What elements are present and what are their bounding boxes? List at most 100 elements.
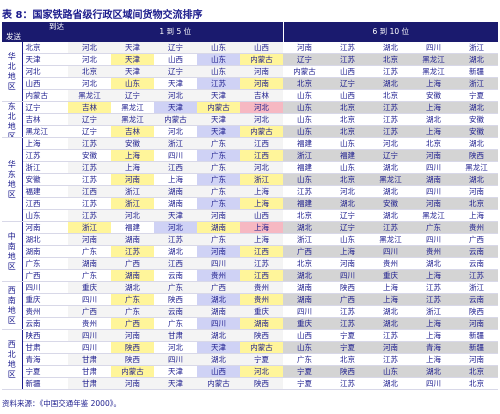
origin-cell: 辽宁 [22, 101, 68, 114]
destination-cell: 河南 [111, 377, 154, 390]
destination-cell: 上海 [412, 77, 456, 90]
table-row: 山西 河北 山东 天津 江苏 河南 北京 辽宁 湖北 上海 浙江 [2, 77, 499, 90]
destination-cell: 江苏 [68, 197, 111, 210]
destination-cell: 河南 [240, 77, 284, 90]
destination-cell: 四川 [326, 269, 370, 282]
destination-cell: 四川 [412, 377, 456, 390]
destination-cell: 上海 [240, 233, 284, 246]
destination-cell: 湖北 [369, 77, 413, 90]
destination-cell: 辽宁 [68, 125, 111, 138]
destination-cell: 江苏 [68, 173, 111, 186]
destination-cell: 河南 [111, 173, 154, 186]
origin-cell: 江苏 [22, 149, 68, 162]
destination-cell: 黑龙江 [412, 209, 456, 222]
table-row: 黑龙江 辽宁 吉林 河北 天津 内蒙古 山东 北京 江苏 上海 安徽 [2, 125, 499, 138]
destination-cell: 北京 [283, 209, 327, 222]
destination-cell: 内蒙古 [197, 101, 240, 114]
destination-cell: 天津 [111, 65, 154, 78]
destination-cell: 山东 [326, 161, 370, 174]
destination-cell: 天津 [111, 42, 154, 54]
destination-cell: 天津 [197, 113, 240, 126]
destination-cell: 河南 [412, 149, 456, 162]
table-row: 青海 甘肃 陕西 四川 湖北 宁夏 广东 北京 江苏 上海 河南 [2, 353, 499, 366]
destination-cell: 上海 [369, 293, 413, 306]
region-label: 华东地区 [2, 137, 23, 222]
destination-cell: 北京 [369, 89, 413, 102]
destination-cell: 湖南 [283, 293, 327, 306]
destination-cell: 江苏 [369, 221, 413, 234]
destination-cell: 北京 [455, 365, 499, 378]
destination-cell: 广西 [283, 245, 327, 258]
destination-cell: 湖北 [369, 161, 413, 174]
destination-cell: 山东 [283, 125, 327, 138]
destination-cell: 天津 [197, 125, 240, 138]
destination-cell: 湖北 [197, 293, 240, 306]
destination-cell: 山东 [369, 365, 413, 378]
origin-cell: 湖南 [22, 245, 68, 258]
destination-cell: 北京 [326, 173, 370, 186]
destination-cell: 四川 [154, 353, 197, 366]
destination-cell: 河北 [326, 185, 370, 198]
destination-cell: 重庆 [240, 305, 284, 318]
destination-cell: 内蒙古 [240, 53, 284, 66]
destination-cell: 宁夏 [455, 89, 499, 102]
destination-cell: 上海 [240, 221, 284, 234]
destination-cell: 山东 [283, 89, 327, 102]
destination-cell: 四川 [412, 233, 456, 246]
destination-cell: 上海 [326, 245, 370, 258]
destination-cell: 新疆 [455, 341, 499, 354]
origin-cell: 江西 [22, 197, 68, 210]
destination-cell: 北京 [326, 353, 370, 366]
destination-cell: 广东 [68, 245, 111, 258]
destination-cell: 黑龙江 [369, 173, 413, 186]
destination-cell: 黑龙江 [455, 161, 499, 174]
origin-cell: 河北 [22, 65, 68, 78]
destination-cell: 黑龙江 [412, 65, 456, 78]
destination-cell: 湖南 [197, 221, 240, 234]
destination-cell: 湖北 [369, 305, 413, 318]
destination-cell: 云南 [455, 245, 499, 258]
destination-cell: 内蒙古 [240, 341, 284, 354]
destination-cell: 四川 [154, 149, 197, 162]
destination-cell: 江西 [240, 245, 284, 258]
destination-cell: 江西 [154, 161, 197, 174]
destination-cell: 河南 [283, 42, 327, 54]
destination-cell: 天津 [154, 77, 197, 90]
destination-cell: 北京 [68, 65, 111, 78]
destination-cell: 广东 [197, 149, 240, 162]
table-row: 广西 广东 湖南 云南 贵州 江西 湖北 四川 重庆 上海 江苏 [2, 269, 499, 282]
table-row: 甘肃 四川 陕西 河北 天津 内蒙古 山东 宁夏 河南 青海 新疆 [2, 341, 499, 354]
origin-cell: 内蒙古 [22, 89, 68, 102]
origin-cell: 山西 [22, 77, 68, 90]
destination-cell: 山东 [283, 113, 327, 126]
destination-cell: 浙江 [283, 149, 327, 162]
title: 表 8：国家铁路省级行政区域间货物交流排序 [2, 10, 203, 21]
destination-cell: 贵州 [412, 245, 456, 258]
destination-cell: 辽宁 [326, 209, 370, 222]
destination-cell: 浙江 [283, 233, 327, 246]
destination-cell: 安徽 [455, 125, 499, 138]
destination-cell: 江西 [240, 149, 284, 162]
destination-cell: 河北 [154, 221, 197, 234]
destination-cell: 宁夏 [283, 365, 327, 378]
destination-cell: 辽宁 [111, 89, 154, 102]
destination-cell: 河北 [154, 341, 197, 354]
destination-cell: 广西 [455, 233, 499, 246]
header-row: 发送 [2, 32, 498, 42]
destination-cell: 江苏 [412, 281, 456, 294]
destination-cell: 宁夏 [326, 329, 370, 342]
destination-cell: 湖南 [197, 305, 240, 318]
destination-cell: 湖北 [455, 101, 499, 114]
destination-cell: 浙江 [455, 77, 499, 90]
destination-cell: 河南 [197, 245, 240, 258]
origin-cell: 广西 [22, 269, 68, 282]
destination-cell: 浙江 [240, 173, 284, 186]
region-label: 中南地区 [2, 221, 23, 282]
destination-cell: 湖北 [369, 209, 413, 222]
destination-cell: 宁夏 [240, 353, 284, 366]
destination-cell: 江苏 [369, 65, 413, 78]
destination-cell: 甘肃 [68, 365, 111, 378]
destination-cell: 广西 [111, 317, 154, 330]
destination-cell: 河北 [111, 209, 154, 222]
destination-cell: 湖北 [412, 365, 456, 378]
